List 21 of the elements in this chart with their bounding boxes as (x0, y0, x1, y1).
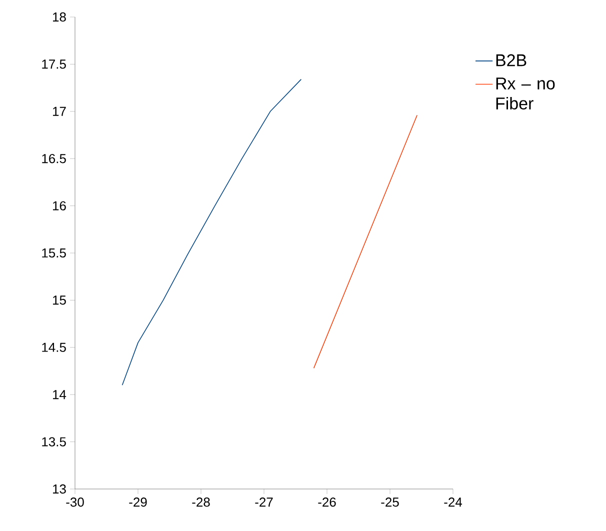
line-series (122, 78, 302, 386)
x-tick-label: -30 (66, 498, 84, 507)
y-tick-label: 15 (52, 296, 66, 305)
y-tick-label: 17.5 (42, 60, 66, 69)
y-tick-label: 16 (52, 201, 66, 210)
y-tick-label: 14.5 (42, 342, 66, 352)
y-tick-label: 13.5 (42, 437, 66, 446)
legend-label: B2B (496, 54, 526, 66)
legend-label: Rx – no Fiber (496, 78, 555, 110)
x-tick-label: -25 (381, 498, 399, 507)
y-tick-label: 16.5 (42, 154, 66, 164)
y-tick-label: 17 (52, 106, 66, 116)
x-tick-label: -29 (129, 498, 147, 507)
x-tick-label: -27 (255, 498, 273, 507)
y-tick-label: 14 (52, 390, 66, 400)
x-tick-label: -24 (444, 498, 462, 507)
y-tick-label: 13 (52, 484, 66, 494)
y-tick-label: 18 (52, 12, 66, 22)
x-tick-label: -28 (192, 498, 210, 507)
x-tick-label: -26 (318, 498, 336, 507)
y-tick-label: 15.5 (42, 248, 66, 258)
